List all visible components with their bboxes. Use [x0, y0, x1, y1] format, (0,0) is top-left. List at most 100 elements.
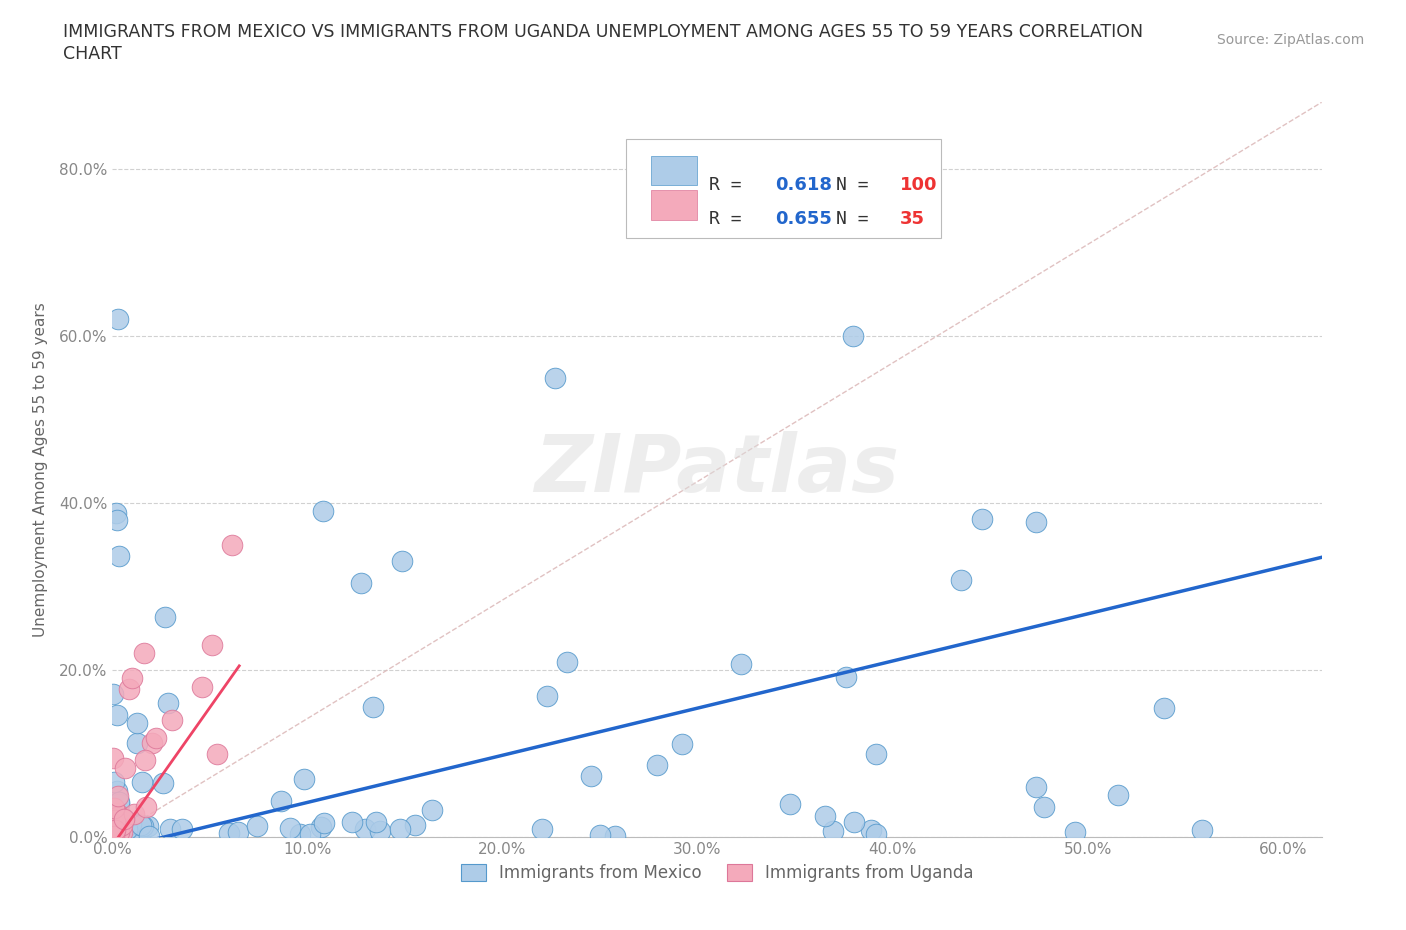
Point	[107, 814, 129, 829]
Point	[108, 818, 131, 833]
Point	[134, 646, 156, 661]
Point	[134, 800, 156, 815]
Point	[218, 825, 240, 840]
Point	[108, 822, 131, 837]
Point	[108, 818, 131, 833]
Point	[105, 829, 128, 844]
Point	[105, 809, 128, 824]
Point	[108, 819, 131, 834]
Point	[842, 328, 865, 343]
Text: Source: ZipAtlas.com: Source: ZipAtlas.com	[1216, 33, 1364, 46]
Point	[221, 538, 243, 552]
Point	[103, 829, 125, 844]
Point	[555, 655, 578, 670]
Point	[779, 796, 801, 811]
Point	[118, 682, 141, 697]
Point	[730, 657, 752, 671]
Point	[340, 814, 363, 829]
Point	[288, 827, 311, 842]
Point	[104, 823, 127, 838]
Point	[110, 810, 132, 825]
Point	[156, 696, 179, 711]
Point	[420, 803, 443, 817]
Point	[107, 549, 129, 564]
Point	[228, 824, 250, 839]
Point	[309, 819, 332, 834]
Point	[205, 746, 228, 761]
Point	[104, 821, 127, 836]
Point	[603, 829, 626, 844]
Point	[105, 512, 128, 527]
Point	[160, 712, 183, 727]
Point	[127, 825, 149, 840]
Point	[129, 818, 152, 833]
Point	[122, 807, 145, 822]
Point	[138, 829, 160, 844]
Point	[1107, 788, 1129, 803]
Point	[821, 824, 844, 839]
Point	[1064, 825, 1087, 840]
Point	[105, 708, 128, 723]
Point	[141, 735, 163, 750]
Point	[108, 797, 131, 812]
Point	[152, 776, 174, 790]
Point	[110, 809, 132, 824]
Point	[859, 822, 882, 837]
Point	[111, 817, 134, 832]
Text: N =: N =	[835, 210, 879, 228]
Point	[110, 820, 132, 835]
Point	[153, 609, 176, 624]
Text: IMMIGRANTS FROM MEXICO VS IMMIGRANTS FROM UGANDA UNEMPLOYMENT AMONG AGES 55 TO 5: IMMIGRANTS FROM MEXICO VS IMMIGRANTS FRO…	[63, 23, 1143, 41]
Point	[107, 816, 129, 830]
Point	[107, 807, 129, 822]
Point	[170, 821, 193, 836]
Point	[104, 810, 127, 825]
Point	[105, 505, 128, 520]
Point	[107, 815, 129, 830]
Point	[311, 504, 333, 519]
Point	[103, 821, 125, 836]
Point	[950, 572, 973, 587]
Point	[865, 827, 887, 842]
Point	[314, 816, 336, 830]
Point	[131, 825, 153, 840]
Point	[127, 736, 149, 751]
Point	[270, 794, 292, 809]
Point	[364, 814, 387, 829]
Point	[201, 638, 224, 653]
Point	[363, 699, 385, 714]
Text: 35: 35	[900, 210, 925, 228]
Text: 0.618: 0.618	[775, 176, 832, 193]
Point	[104, 817, 127, 832]
Point	[104, 813, 127, 828]
Point	[1025, 779, 1047, 794]
Point	[111, 825, 134, 840]
Point	[127, 818, 149, 833]
Point	[120, 823, 142, 838]
Point	[298, 827, 321, 842]
Point	[104, 813, 127, 828]
FancyBboxPatch shape	[651, 156, 696, 185]
Point	[103, 775, 125, 790]
Point	[104, 824, 127, 839]
Text: R =: R =	[709, 210, 752, 228]
Point	[134, 752, 156, 767]
Text: CHART: CHART	[63, 45, 122, 62]
Point	[536, 688, 558, 703]
Point	[114, 761, 136, 776]
Point	[108, 794, 131, 809]
Point	[350, 576, 373, 591]
Point	[814, 808, 837, 823]
Point	[246, 818, 269, 833]
Point	[107, 789, 129, 804]
Point	[108, 817, 131, 832]
Point	[842, 814, 865, 829]
Point	[104, 820, 127, 835]
Point	[121, 671, 143, 685]
Point	[103, 751, 125, 765]
Point	[104, 822, 127, 837]
Point	[101, 687, 124, 702]
Point	[103, 801, 125, 816]
Point	[131, 775, 153, 790]
Point	[671, 737, 693, 751]
